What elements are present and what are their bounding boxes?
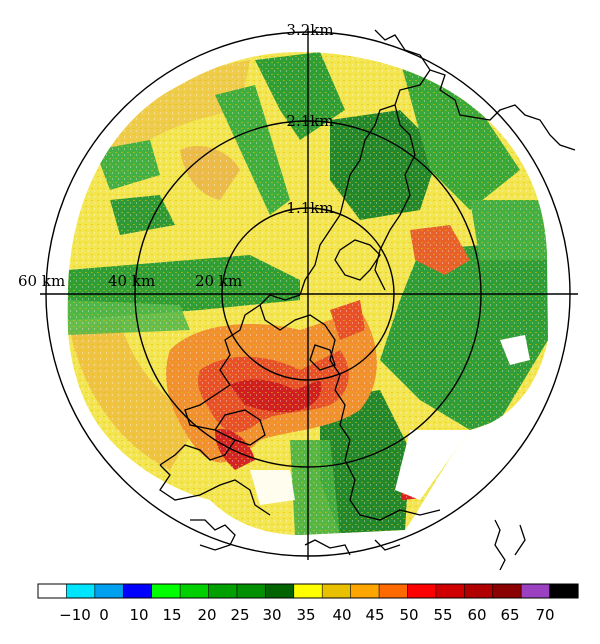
colorbar-tick-label: 10 [129, 606, 148, 624]
colorbar-tick-label: 65 [500, 606, 519, 624]
colorbar-cell [549, 583, 579, 599]
colorbar-tick-label: 50 [399, 606, 418, 624]
colorbar-cell [151, 583, 181, 599]
radar-ppi-map: 3.2km 2.1km 1.1km 60 km 40 km 20 km [18, 21, 578, 571]
reflectivity-colorbar: −10 0 10 15 20 25 30 35 40 45 50 55 60 65 70 [37, 583, 579, 624]
height-label-inner: 1.1km [286, 199, 333, 217]
reflectivity-echo-field [67, 52, 548, 535]
colorbar-cell [350, 583, 380, 599]
colorbar-tick-label: 70 [535, 606, 554, 624]
colorbar-tick-label: 25 [230, 606, 249, 624]
colorbar-tick-label: 55 [433, 606, 452, 624]
colorbar-cell [520, 583, 551, 599]
colorbar-tick-label: 15 [162, 606, 181, 624]
colorbar-cells [37, 583, 579, 599]
colorbar-cell [293, 583, 323, 599]
colorbar-cell [435, 583, 465, 599]
range-label-60km: 60 km [18, 272, 65, 290]
range-label-20km: 20 km [195, 272, 242, 290]
colorbar-cell [378, 583, 409, 599]
map-boundary-lines [159, 29, 576, 571]
crosshair-axes [40, 28, 578, 560]
colorbar-cell [208, 583, 238, 599]
colorbar-cell [122, 583, 153, 599]
colorbar-cell [321, 583, 352, 599]
colorbar-cell [407, 583, 437, 599]
range-label-40km: 40 km [108, 272, 155, 290]
colorbar-tick-label: −10 [59, 606, 91, 624]
colorbar-cell [265, 583, 295, 599]
colorbar-cell [66, 583, 96, 599]
colorbar-tick-label: 30 [262, 606, 281, 624]
colorbar-cell [37, 583, 68, 599]
colorbar-cell [492, 583, 522, 599]
colorbar-tick-label: 40 [332, 606, 351, 624]
colorbar-cell [464, 583, 494, 599]
height-label-middle: 2.1km [286, 112, 333, 130]
colorbar-tick-label: 20 [197, 606, 216, 624]
height-label-outer: 3.2km [286, 21, 333, 39]
colorbar-cell [94, 583, 124, 599]
colorbar-tick-label: 35 [296, 606, 315, 624]
colorbar-tick-label: 0 [99, 606, 109, 624]
colorbar-tick-label: 45 [365, 606, 384, 624]
colorbar-tick-labels: −10 0 10 15 20 25 30 35 40 45 50 55 60 65 70 [59, 606, 554, 624]
colorbar-cell [236, 583, 266, 599]
colorbar-frame [37, 583, 579, 599]
colorbar-cell [179, 583, 210, 599]
colorbar-tick-label: 60 [467, 606, 486, 624]
